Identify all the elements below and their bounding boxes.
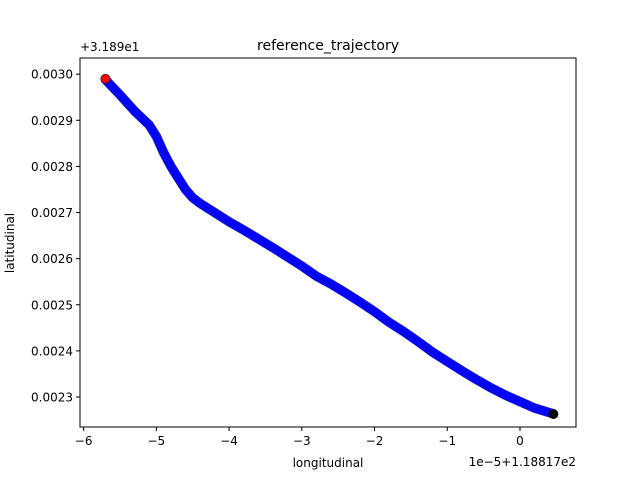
end-marker xyxy=(548,409,559,419)
axes-frame xyxy=(79,57,577,428)
y-axis-label: latitudinal xyxy=(3,213,17,273)
chart-title: reference_trajectory xyxy=(257,38,399,54)
x-tick-label: 0 xyxy=(516,434,524,448)
x-tick-label: −5 xyxy=(148,434,166,448)
y-tick-label: 0.0027 xyxy=(31,206,73,220)
x-tick-label: −2 xyxy=(366,434,384,448)
y-tick-label: 0.0024 xyxy=(31,344,73,358)
x-axis: −6 −5 −4 −3 −2 −1 0 xyxy=(75,427,524,448)
plot-area xyxy=(100,73,559,419)
y-tick-label: 0.0026 xyxy=(31,252,73,266)
y-tick-label: 0.0025 xyxy=(31,298,73,312)
y-tick-label: 0.0029 xyxy=(31,114,73,128)
y-offset-label: +3.189e1 xyxy=(80,40,139,54)
x-tick-label: −3 xyxy=(293,434,311,448)
x-axis-label: longitudinal xyxy=(293,456,364,470)
y-tick-label: 0.0030 xyxy=(31,68,73,82)
x-tick-label: −4 xyxy=(220,434,238,448)
x-offset-label: 1e−5+1.18817e2 xyxy=(469,455,576,469)
y-tick-label: 0.0028 xyxy=(31,160,73,174)
x-tick-label: −1 xyxy=(438,434,456,448)
y-axis: 0.0023 0.0024 0.0025 0.0026 0.0027 0.0028 0.00… xyxy=(31,68,80,405)
x-tick-label: −6 xyxy=(75,434,93,448)
y-tick-label: 0.0023 xyxy=(31,391,73,405)
start-marker xyxy=(100,73,111,84)
